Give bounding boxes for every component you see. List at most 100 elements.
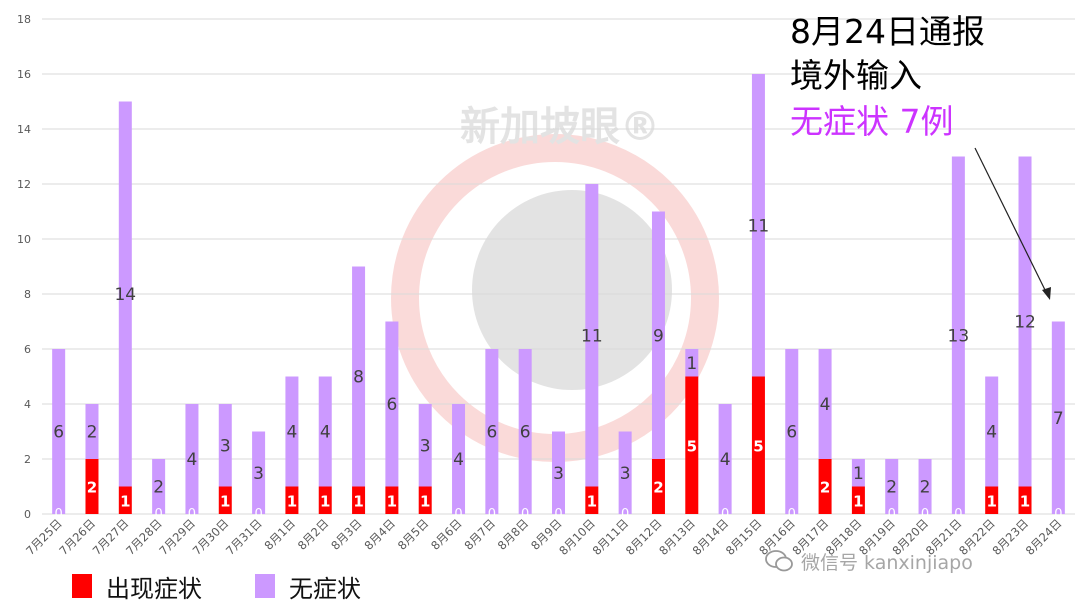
- y-tick-label: 8: [24, 288, 31, 301]
- data-label-asymptomatic: 2: [920, 478, 931, 498]
- data-label-symptomatic: 1: [420, 492, 430, 510]
- bar-asymptomatic: [951, 156, 965, 514]
- data-label-asymptomatic: 14: [114, 285, 136, 305]
- data-label-symptomatic-zero: 0: [888, 507, 896, 522]
- bar-symptomatic: [385, 486, 399, 514]
- bar-asymptomatic: [1018, 156, 1032, 487]
- x-tick-label: 8月12日: [623, 516, 665, 558]
- wechat-watermark: 微信号 kanxinjiapo: [765, 543, 973, 579]
- y-tick-label: 14: [17, 123, 31, 136]
- x-tick-label: 7月25日: [23, 516, 65, 558]
- bar-asymptomatic: [185, 404, 199, 514]
- x-tick-label: 8月10日: [556, 516, 598, 558]
- x-tick-label: 8月2日: [295, 516, 332, 553]
- annotation-arrow: [974, 147, 1051, 300]
- bar-asymptomatic: [252, 431, 266, 514]
- bar-asymptomatic: [285, 376, 299, 487]
- data-label-asymptomatic: 1: [686, 354, 697, 374]
- data-label-asymptomatic: 4: [986, 423, 997, 443]
- bar-asymptomatic: [918, 459, 932, 514]
- data-label-symptomatic: 1: [120, 492, 130, 510]
- data-label-asymptomatic: 3: [253, 464, 264, 484]
- watermark-brand-text: 新加坡眼®: [460, 104, 660, 150]
- data-label-symptomatic-zero: 0: [721, 507, 729, 522]
- data-label-symptomatic: 2: [820, 479, 830, 497]
- bar-asymptomatic: [485, 349, 499, 514]
- legend-swatch-red: [72, 574, 92, 598]
- bar-asymptomatic: [885, 459, 899, 514]
- x-tick-label: 8月11日: [590, 516, 632, 558]
- legend-item-symptomatic: 出现症状: [72, 566, 202, 606]
- x-tick-label: 8月24日: [1023, 516, 1065, 558]
- x-tick-label: 8月14日: [690, 516, 732, 558]
- bar-asymptomatic: [385, 321, 399, 487]
- y-tick-label: 0: [24, 508, 31, 521]
- data-label-symptomatic-zero: 0: [1054, 507, 1062, 522]
- data-label-asymptomatic: 3: [553, 464, 564, 484]
- wechat-icon: [765, 550, 793, 572]
- data-label-asymptomatic: 7: [1053, 409, 1064, 429]
- legend-item-asymptomatic: 无症状: [255, 566, 361, 606]
- data-label-asymptomatic: 11: [748, 216, 770, 236]
- bar-symptomatic: [585, 486, 599, 514]
- bar-asymptomatic: [352, 266, 366, 487]
- data-label-symptomatic: 1: [320, 492, 330, 510]
- bar-symptomatic: [818, 459, 832, 514]
- bar-symptomatic: [418, 486, 432, 514]
- bar-asymptomatic: [818, 349, 832, 459]
- data-label-symptomatic-zero: 0: [488, 507, 496, 522]
- data-label-asymptomatic: 9: [653, 326, 664, 346]
- bar-symptomatic: [985, 486, 999, 514]
- data-label-symptomatic-zero: 0: [454, 507, 462, 522]
- bar-symptomatic: [685, 376, 699, 514]
- bar-symptomatic: [751, 376, 765, 514]
- bar-asymptomatic: [552, 431, 565, 514]
- bar-asymptomatic: [1051, 321, 1065, 514]
- x-tick-label: 7月26日: [56, 516, 98, 558]
- x-tick-label: 8月4日: [361, 516, 398, 553]
- x-tick-label: 8月13日: [656, 516, 698, 558]
- data-label-asymptomatic: 13: [948, 326, 970, 346]
- legend-label-symptomatic: 出现症状: [106, 574, 202, 603]
- data-label-asymptomatic: 3: [220, 436, 231, 456]
- data-label-asymptomatic: 8: [353, 368, 364, 388]
- data-label-asymptomatic: 4: [820, 395, 831, 415]
- y-tick-label: 12: [17, 178, 31, 191]
- x-tick-label: 7月29日: [156, 516, 198, 558]
- data-label-asymptomatic: 6: [520, 423, 531, 443]
- x-tick-label: 8月5日: [395, 516, 432, 553]
- bar-asymptomatic: [718, 404, 732, 514]
- bar-asymptomatic: [985, 376, 999, 487]
- x-tick-label: 7月31日: [223, 516, 265, 558]
- x-tick-label: 7月27日: [90, 516, 132, 558]
- y-tick-label: 16: [17, 68, 31, 81]
- data-label-asymptomatic: 6: [386, 395, 397, 415]
- data-label-asymptomatic: 6: [486, 423, 497, 443]
- grid-lines: [42, 18, 1075, 515]
- bar-asymptomatic: [452, 404, 466, 514]
- y-tick-label: 4: [24, 398, 31, 411]
- data-label-symptomatic-zero: 0: [521, 507, 529, 522]
- data-label-asymptomatic: 3: [620, 464, 631, 484]
- data-label-symptomatic: 5: [753, 437, 763, 455]
- x-tick-label: 8月3日: [328, 516, 365, 553]
- data-label-asymptomatic: 6: [53, 423, 64, 443]
- data-label-asymptomatic: 4: [720, 450, 731, 470]
- bar-symptomatic: [218, 486, 232, 514]
- bar-symptomatic: [118, 486, 132, 514]
- bar-asymptomatic: [218, 404, 232, 487]
- data-label-symptomatic: 5: [687, 437, 697, 455]
- data-label-symptomatic: 1: [853, 492, 863, 510]
- bar-asymptomatic: [685, 349, 699, 377]
- bar-symptomatic: [352, 486, 366, 514]
- legend-swatch-purple: [255, 574, 275, 598]
- data-label-asymptomatic: 2: [153, 478, 164, 498]
- bar-asymptomatic: [751, 74, 765, 377]
- data-label-symptomatic: 1: [986, 492, 996, 510]
- data-label-symptomatic: 2: [87, 479, 97, 497]
- bars: [52, 74, 1065, 514]
- data-label-symptomatic: 1: [220, 492, 230, 510]
- x-tick-label: 8月15日: [723, 516, 765, 558]
- data-label-symptomatic-zero: 0: [154, 507, 162, 522]
